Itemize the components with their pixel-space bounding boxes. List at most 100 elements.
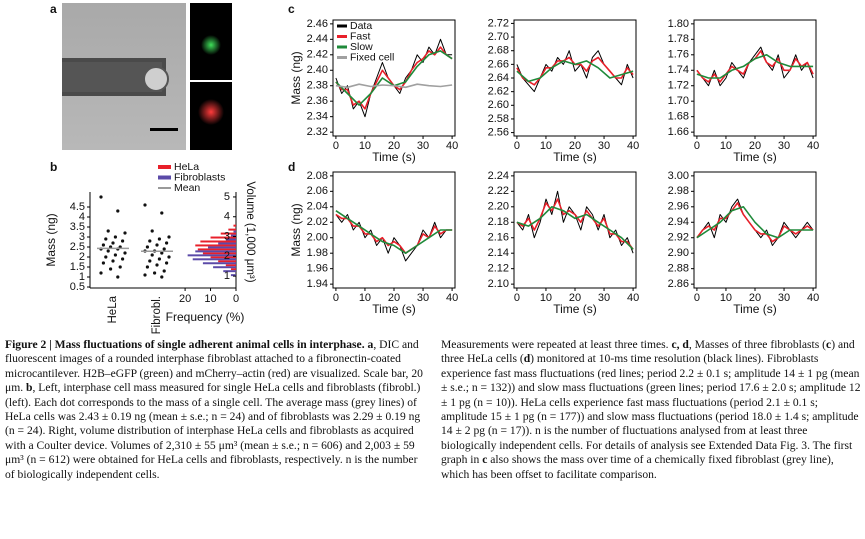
caption-run: ) and three HeLa cells ( — [441, 338, 855, 366]
caption-run: b — [26, 381, 33, 395]
y-tick-label: 2.96 — [668, 201, 689, 213]
hist-bar — [225, 238, 236, 241]
panel-label: a — [50, 2, 57, 16]
y2-tick-label: 2 — [224, 250, 230, 262]
dot — [118, 265, 122, 269]
dot — [106, 249, 110, 253]
y-tick-label: 2.64 — [488, 72, 509, 84]
hist-bar — [187, 254, 236, 257]
y-tick-label: 1.94 — [307, 278, 328, 290]
x-tick-label: 0 — [694, 140, 700, 152]
series-line — [516, 198, 634, 250]
caption-run: , DIC and fluorescent images of a rounde… — [5, 338, 423, 395]
dot — [155, 243, 159, 247]
dot — [101, 243, 105, 247]
y-tick-label: 2.88 — [668, 263, 689, 275]
series-line — [335, 214, 453, 262]
y-tick-label: 2.68 — [488, 45, 509, 57]
dot — [155, 263, 159, 267]
series-line — [696, 54, 814, 79]
series-line — [335, 213, 453, 254]
hist-bar — [223, 270, 236, 273]
x-axis-label: Time (s) — [372, 302, 416, 316]
panel-label: c — [288, 2, 295, 16]
caption-right: Measurements were repeated at least thre… — [441, 338, 861, 482]
x-tick-label: 0 — [694, 292, 700, 304]
caption-left: Figure 2 | Mass fluctuations of single a… — [5, 338, 429, 482]
caption-run: , Left, interphase cell mass measured fo… — [5, 381, 421, 481]
x-tick-label: 30 — [417, 140, 429, 152]
y-tick-label: 2.12 — [488, 263, 509, 275]
y2-tick-label: 4 — [224, 211, 230, 223]
y-tick-label: 2.72 — [488, 17, 509, 29]
panel-label: b — [50, 160, 57, 174]
y-tick-label: 2.98 — [668, 185, 689, 197]
series-line — [335, 83, 453, 89]
y-tick-label: 2.02 — [307, 216, 328, 228]
y-axis-label: Mass (ng) — [289, 203, 303, 256]
y-tick-label: 2.42 — [307, 49, 328, 61]
x-tick-label: 10 — [359, 140, 371, 152]
y-tick-label: 2.16 — [488, 232, 509, 244]
x-tick-label: 20 — [569, 140, 581, 152]
x-tick-label: Fibrobl. — [151, 296, 163, 334]
x-axis-label: Time (s) — [372, 150, 416, 164]
y-axis-label: Mass (ng) — [289, 51, 303, 104]
dot — [104, 237, 108, 241]
panel-label: d — [288, 160, 295, 174]
hist-bar — [228, 228, 236, 231]
y2-tick-label: 1 — [224, 270, 230, 282]
dot — [160, 211, 164, 215]
y-tick-label: 2.36 — [307, 95, 328, 107]
y-tick-label: 1.70 — [668, 95, 689, 107]
x-tick-label: 30 — [598, 140, 610, 152]
y2-axis-label: Volume (1,000 μm³) — [244, 181, 256, 282]
series-line — [696, 202, 814, 243]
y-tick-label: 2.94 — [668, 216, 689, 228]
caption-run: c — [826, 338, 832, 351]
x-tick-label: 0 — [333, 292, 339, 304]
y2-tick-label: 5 — [224, 191, 230, 203]
series-line — [696, 206, 814, 239]
y-tick-label: 2.40 — [307, 64, 328, 76]
series-line — [516, 206, 634, 250]
hist-bar — [230, 234, 236, 237]
y-tick-label: 2.66 — [488, 58, 509, 70]
dot — [111, 241, 115, 245]
hist-bar — [195, 250, 236, 253]
y-tick-label: 1.96 — [307, 263, 328, 275]
hist-bar — [202, 252, 236, 255]
hist-bar — [210, 256, 236, 259]
x-tick-label: 0 — [233, 293, 239, 305]
y-tick-label: 3.00 — [668, 170, 689, 182]
x-tick-label: 0 — [514, 140, 520, 152]
x-axis-label: Time (s) — [733, 302, 777, 316]
dot — [99, 195, 103, 199]
legend-label: Slow — [350, 41, 373, 53]
legend-label: HeLa — [174, 161, 199, 173]
y-tick-label: 2.32 — [307, 126, 328, 138]
y-tick-label: 2.92 — [668, 232, 689, 244]
hist-bar — [200, 240, 236, 243]
x-tick-label: 20 — [749, 292, 761, 304]
y-tick-label: 2.20 — [488, 201, 509, 213]
caption-run: Measurements were repeated at least thre… — [441, 338, 672, 351]
caption-run: Figure 2 | Mass fluctuations of single a… — [5, 338, 365, 351]
y-tick-label: 2.08 — [307, 170, 328, 182]
dot — [150, 229, 154, 233]
legend-label: Mean — [174, 182, 200, 194]
dot — [116, 275, 120, 279]
fluorescence-green — [190, 3, 232, 80]
y2-tick-label: 3 — [224, 230, 230, 242]
dot — [121, 239, 125, 243]
x-tick-label: 0 — [514, 292, 520, 304]
y-tick-label: 1.80 — [668, 18, 689, 30]
hist-bar — [208, 246, 236, 249]
hist-bar — [230, 274, 236, 277]
y-tick-label: 2.62 — [488, 86, 509, 98]
hist-bar — [210, 236, 236, 239]
y-tick-label: 0.5 — [70, 281, 85, 293]
x-tick-label: 40 — [446, 292, 458, 304]
y-tick-label: 2.90 — [668, 247, 689, 259]
